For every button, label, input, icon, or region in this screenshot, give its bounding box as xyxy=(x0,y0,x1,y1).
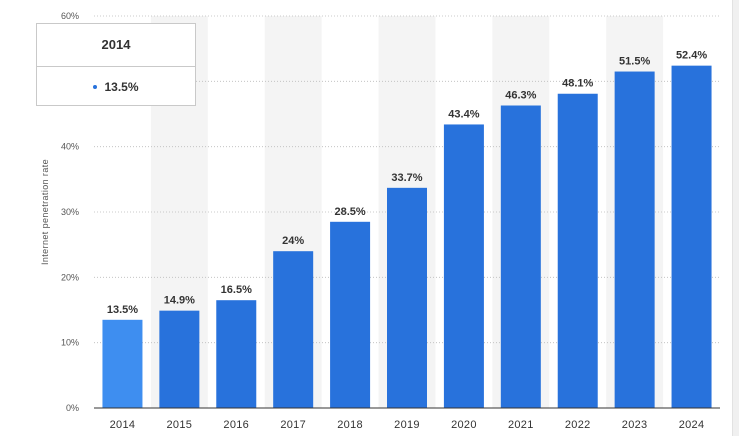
x-tick-label-2018: 2018 xyxy=(337,419,363,431)
data-label-2015: 14.9% xyxy=(164,295,195,307)
data-label-2020: 43.4% xyxy=(448,108,479,120)
bar-2018[interactable] xyxy=(330,221,371,408)
bar-2015[interactable] xyxy=(159,310,200,408)
x-tick-label-2019: 2019 xyxy=(394,419,420,431)
data-label-2022: 48.1% xyxy=(562,78,593,90)
data-label-2024: 52.4% xyxy=(676,50,707,62)
x-tick-label-2020: 2020 xyxy=(451,419,477,431)
y-tick-label: 10% xyxy=(61,338,79,348)
x-tick-label-2021: 2021 xyxy=(508,419,534,431)
data-label-2019: 33.7% xyxy=(391,172,422,184)
bar-2016[interactable] xyxy=(216,300,257,408)
bar-2024[interactable] xyxy=(671,65,712,409)
y-tick-label: 20% xyxy=(61,272,79,282)
data-label-2014: 13.5% xyxy=(107,304,138,316)
x-axis-ticks: 2014 2015 2016 2017 2018 2019 2020 2021 2022 2023… xyxy=(110,419,705,431)
y-tick-label: 40% xyxy=(61,142,79,152)
x-tick-label-2023: 2023 xyxy=(622,419,648,431)
bar-2014[interactable] xyxy=(102,319,143,408)
y-tick-label: 0% xyxy=(66,403,79,413)
bar-2020[interactable] xyxy=(443,124,484,408)
tooltip-title: 2014 xyxy=(37,24,195,67)
data-label-2021: 46.3% xyxy=(505,90,536,102)
y-axis-title: Internet penetration rate xyxy=(40,159,50,265)
bar-2019[interactable] xyxy=(387,187,427,408)
bar-2023[interactable] xyxy=(614,71,655,409)
x-tick-label-2016: 2016 xyxy=(223,419,249,431)
y-tick-label: 60% xyxy=(61,11,79,21)
x-tick-label-2022: 2022 xyxy=(565,419,591,431)
tooltip-value: 13.5% xyxy=(104,80,139,94)
series-marker-icon xyxy=(93,84,98,89)
x-tick-label-2024: 2024 xyxy=(679,419,705,431)
x-tick-label-2014: 2014 xyxy=(110,419,136,431)
bar-series[interactable] xyxy=(102,65,712,409)
data-label-2023: 51.5% xyxy=(619,56,650,68)
data-labels: 13.5% 14.9% 16.5% 24% 28.5% 33.7% 43.4% 46.3% 48… xyxy=(107,50,708,316)
x-tick-label-2017: 2017 xyxy=(280,419,306,431)
data-label-2016: 16.5% xyxy=(221,284,252,296)
y-tick-label: 30% xyxy=(61,207,79,217)
bar-2017[interactable] xyxy=(273,251,314,408)
x-tick-label-2015: 2015 xyxy=(167,419,193,431)
tooltip-body: 13.5% xyxy=(37,67,195,107)
scrollbar-edge[interactable] xyxy=(732,0,739,436)
bar-2022[interactable] xyxy=(557,93,598,408)
bar-2021[interactable] xyxy=(500,105,541,409)
tooltip: 2014 13.5% xyxy=(36,23,196,106)
data-label-2018: 28.5% xyxy=(334,206,365,218)
data-label-2017: 24% xyxy=(282,235,304,247)
